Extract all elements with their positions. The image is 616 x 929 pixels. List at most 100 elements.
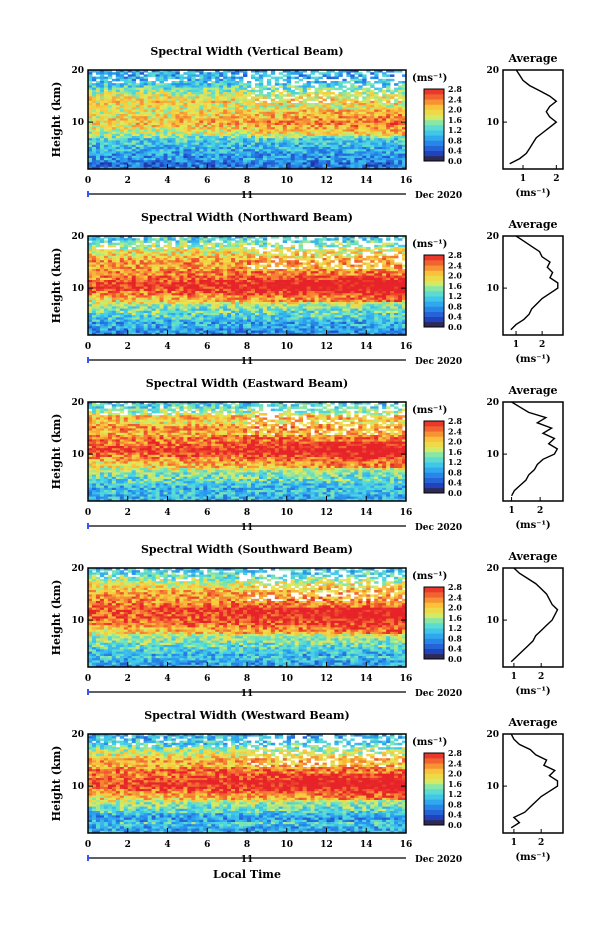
heatmap-cell xyxy=(211,162,216,165)
heatmap-cell xyxy=(394,155,399,159)
heatmap-cell xyxy=(358,94,363,97)
heatmap-cell xyxy=(135,133,141,137)
heatmap-cell xyxy=(215,107,220,110)
heatmap-cell xyxy=(366,131,371,135)
heatmap-cell xyxy=(95,142,101,146)
heatmap-cell xyxy=(199,118,204,121)
heatmap-cell xyxy=(119,103,125,106)
heatmap-cell xyxy=(290,76,296,80)
heatmap-cell xyxy=(131,164,137,168)
heatmap-cell xyxy=(147,247,152,250)
colorbar-tick-label: 2.0 xyxy=(448,105,462,115)
heatmap-cell xyxy=(374,94,379,97)
heatmap-cell xyxy=(187,260,192,263)
heatmap-cell xyxy=(318,81,323,84)
heatmap-cell xyxy=(270,151,276,154)
heatmap-cell xyxy=(278,138,284,141)
heatmap-cell xyxy=(354,166,359,170)
heatmap-cell xyxy=(243,266,248,270)
heatmap-cell xyxy=(250,116,256,119)
heatmap-cell xyxy=(243,284,248,287)
heatmap-cell xyxy=(179,162,184,165)
heatmap-cell xyxy=(171,273,176,276)
heatmap-cell xyxy=(239,111,244,115)
heatmap-cell xyxy=(290,271,296,274)
heatmap-cell xyxy=(219,151,224,154)
heatmap-cell xyxy=(191,262,196,265)
colorbar-segment xyxy=(424,125,444,131)
heatmap-cell xyxy=(254,240,260,243)
heatmap-cell xyxy=(211,284,216,287)
heatmap-cell xyxy=(254,109,260,113)
heatmap-cell xyxy=(135,160,141,163)
heatmap-cell xyxy=(91,280,97,283)
heatmap-cell xyxy=(155,74,160,77)
heatmap-cell xyxy=(203,282,208,285)
heatmap-cell xyxy=(219,282,224,285)
heatmap-cell xyxy=(219,142,224,146)
heatmap-cell xyxy=(382,122,387,126)
heatmap-cell xyxy=(298,277,304,281)
heatmap-cell xyxy=(135,129,141,132)
heatmap-cell xyxy=(203,122,208,126)
heatmap-cells xyxy=(88,236,407,336)
heatmap-cell xyxy=(358,253,363,257)
heatmap-cell xyxy=(390,266,395,270)
heatmap-cell xyxy=(88,140,93,143)
heatmap-cell xyxy=(175,125,180,128)
heatmap-cell xyxy=(374,269,379,272)
heatmap-cell xyxy=(342,114,347,117)
heatmap-cell xyxy=(338,114,343,117)
heatmap-cell xyxy=(358,244,363,248)
heatmap-cell xyxy=(370,118,375,121)
heatmap-cell xyxy=(119,162,125,165)
heatmap-cell xyxy=(270,94,276,97)
heatmap-cell xyxy=(318,266,323,270)
heatmap-cell xyxy=(167,76,172,80)
heatmap-cell xyxy=(250,92,256,95)
heatmap-cell xyxy=(306,271,311,274)
heatmap-cell xyxy=(215,138,220,141)
heatmap-cell xyxy=(362,144,367,148)
heatmap-cell xyxy=(258,125,264,128)
heatmap-cell xyxy=(282,160,288,163)
heatmap-cell xyxy=(278,280,284,283)
heatmap-cell xyxy=(139,133,145,137)
heatmap-cell xyxy=(366,140,371,143)
heatmap-cell xyxy=(362,262,367,265)
heatmap-cell xyxy=(91,284,97,287)
heatmap-cell xyxy=(207,140,212,143)
heatmap-cell xyxy=(103,136,109,139)
heatmap-cell xyxy=(191,103,196,106)
heatmap-cell xyxy=(155,111,160,115)
heatmap-cell xyxy=(362,81,367,84)
heatmap-cell xyxy=(131,92,137,95)
heatmap-cell xyxy=(374,136,379,139)
heatmap-cell xyxy=(131,122,137,126)
heatmap-cell xyxy=(346,162,351,165)
heatmap-cell xyxy=(223,81,228,84)
heatmap-cell xyxy=(330,118,335,121)
heatmap-cell xyxy=(370,125,375,128)
heatmap-cell xyxy=(111,89,117,93)
heatmap-cell xyxy=(239,282,244,285)
heatmap-cell xyxy=(306,138,311,141)
heatmap-cell xyxy=(175,251,180,254)
heatmap-cell xyxy=(88,92,93,95)
heatmap-cell xyxy=(215,74,220,77)
heatmap-cell xyxy=(223,275,228,279)
heatmap-cell xyxy=(346,87,351,91)
heatmap-cell xyxy=(207,138,212,141)
heatmap-cell xyxy=(235,253,240,257)
heatmap-cell xyxy=(243,70,248,73)
heatmap-cell xyxy=(254,166,260,170)
heatmap-cell xyxy=(115,151,121,154)
heatmap-cell xyxy=(254,133,260,137)
heatmap-cell xyxy=(338,74,343,77)
heatmap-cell xyxy=(115,160,121,163)
heatmap-cell xyxy=(310,81,315,84)
heatmap-cell xyxy=(143,258,148,261)
heatmap-cell xyxy=(91,236,97,239)
heatmap-cell xyxy=(358,87,363,91)
heatmap-cell xyxy=(111,92,117,95)
